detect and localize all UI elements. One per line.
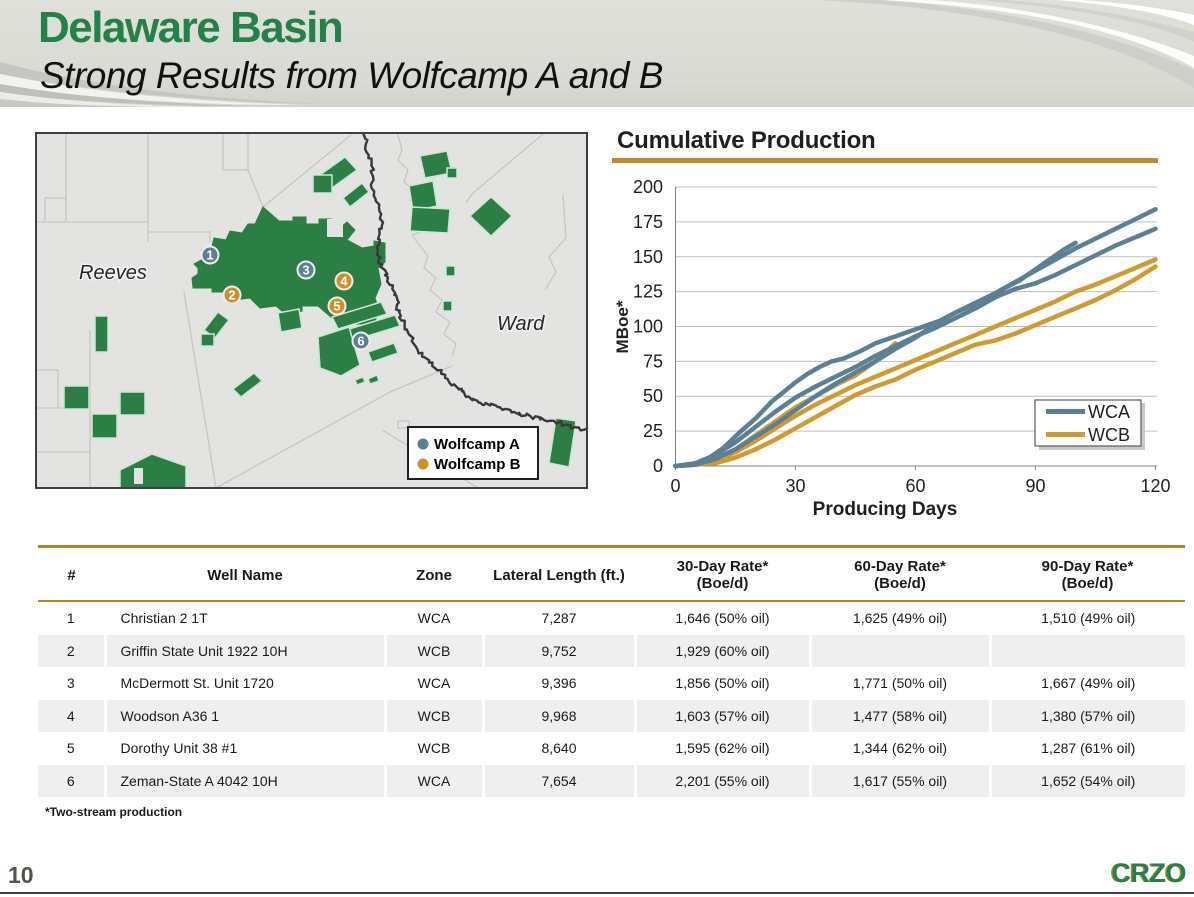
svg-text:25: 25	[643, 421, 663, 441]
svg-text:Wolfcamp B: Wolfcamp B	[434, 456, 521, 473]
svg-text:6: 6	[357, 334, 364, 349]
svg-text:90: 90	[1025, 476, 1045, 496]
svg-text:100: 100	[633, 317, 663, 337]
svg-text:Reeves: Reeves	[79, 262, 147, 284]
svg-text:150: 150	[633, 247, 663, 267]
svg-text:0: 0	[653, 456, 663, 476]
svg-text:1: 1	[206, 248, 213, 263]
svg-text:0: 0	[670, 476, 680, 496]
svg-text:50: 50	[643, 386, 663, 406]
svg-text:Wolfcamp A: Wolfcamp A	[434, 436, 520, 453]
svg-text:175: 175	[633, 212, 663, 232]
svg-text:4: 4	[340, 274, 348, 289]
svg-text:WCB: WCB	[1088, 425, 1130, 445]
svg-text:Ward: Ward	[497, 313, 545, 335]
svg-text:60: 60	[905, 476, 925, 496]
svg-text:2: 2	[228, 288, 235, 303]
svg-text:125: 125	[633, 282, 663, 302]
svg-text:120: 120	[1140, 476, 1170, 496]
svg-text:3: 3	[302, 263, 309, 278]
svg-text:30: 30	[785, 476, 805, 496]
svg-text:MBoe*: MBoe*	[613, 300, 632, 353]
svg-text:Producing Days: Producing Days	[813, 499, 958, 520]
svg-text:WCA: WCA	[1088, 402, 1130, 422]
svg-text:75: 75	[643, 351, 663, 371]
svg-text:5: 5	[333, 299, 340, 314]
svg-text:200: 200	[633, 177, 663, 197]
